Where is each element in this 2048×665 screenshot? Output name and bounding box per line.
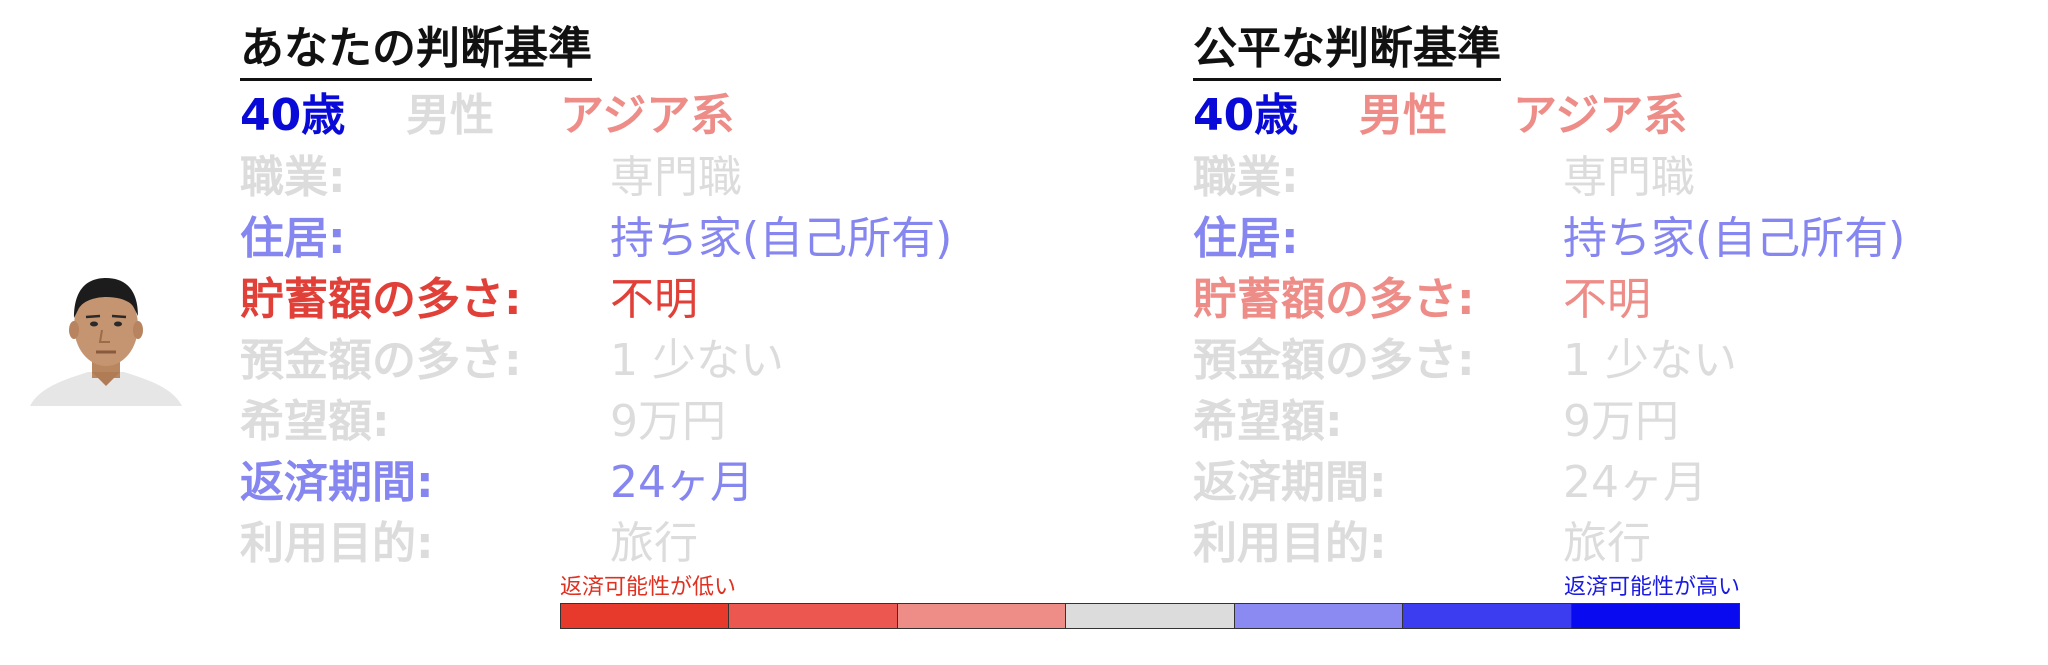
row-label: 住居:	[1193, 213, 1299, 264]
row-label: 返済期間:	[1193, 457, 1387, 508]
row-occupation: 職業: 専門職	[240, 147, 1140, 208]
panel-title: あなたの判断基準	[240, 20, 592, 81]
row-value: 旅行	[1563, 518, 1651, 569]
row-repayment-period: 返済期間: 24ヶ月	[1193, 452, 2048, 513]
person-portrait-icon	[30, 278, 182, 406]
scale-segment	[1403, 604, 1572, 628]
row-purpose: 利用目的: 旅行	[1193, 513, 2048, 574]
row-repayment-period: 返済期間: 24ヶ月	[240, 452, 1140, 513]
row-value: 1 少ない	[1563, 335, 1737, 386]
row-label: 返済期間:	[240, 457, 434, 508]
person-photo	[30, 268, 182, 406]
row-label: 住居:	[240, 213, 346, 264]
row-value: 専門職	[1563, 152, 1695, 203]
age-label: 40歳	[1193, 90, 1299, 141]
row-value: 不明	[610, 274, 698, 325]
row-value: 持ち家(自己所有)	[610, 213, 953, 264]
row-label: 利用目的:	[240, 518, 434, 569]
ethnicity-label: アジア系	[1513, 90, 1688, 141]
row-value: 9万円	[610, 396, 726, 447]
age-label: 40歳	[240, 90, 346, 141]
row-housing: 住居: 持ち家(自己所有)	[1193, 208, 2048, 269]
scale-segment	[1571, 604, 1739, 628]
color-scale-bar	[560, 603, 1740, 629]
row-label: 預金額の多さ:	[240, 335, 522, 386]
attribute-list: 職業: 専門職 住居: 持ち家(自己所有) 貯蓄額の多さ: 不明 預金額の多さ:…	[1193, 147, 2048, 574]
row-label: 貯蓄額の多さ:	[1193, 274, 1475, 325]
row-deposit: 預金額の多さ: 1 少ない	[240, 330, 1140, 391]
row-label: 職業:	[1193, 152, 1299, 203]
scale-segment	[1066, 604, 1235, 628]
low-likelihood-label: 返済可能性が低い	[560, 575, 737, 600]
row-label: 預金額の多さ:	[1193, 335, 1475, 386]
row-label: 職業:	[240, 152, 346, 203]
row-purpose: 利用目的: 旅行	[240, 513, 1140, 574]
scale-segment	[1234, 604, 1404, 628]
row-value: 1 少ない	[610, 335, 784, 386]
row-value: 24ヶ月	[610, 457, 754, 508]
right-panel: 公平な判断基準 40歳 男性 アジア系 職業: 専門職 住居: 持ち家(自己所有) …	[1193, 20, 2048, 574]
gender-label: 男性	[1359, 90, 1447, 141]
scale-segment	[897, 604, 1067, 628]
row-amount: 希望額: 9万円	[1193, 391, 2048, 452]
row-value: 旅行	[610, 518, 698, 569]
color-scale-legend: 返済可能性が低い 返済可能性が高い	[560, 575, 1740, 629]
scale-segment	[729, 604, 898, 628]
row-value: 24ヶ月	[1563, 457, 1707, 508]
gender-label: 男性	[406, 90, 494, 141]
demographics: 40歳 男性 アジア系	[1193, 85, 2048, 147]
left-panel: あなたの判断基準 40歳 男性 アジア系 職業: 専門職 住居: 持ち家(自己所有)…	[240, 20, 1140, 574]
row-value: 9万円	[1563, 396, 1679, 447]
row-deposit: 預金額の多さ: 1 少ない	[1193, 330, 2048, 391]
high-likelihood-label: 返済可能性が高い	[1563, 575, 1740, 600]
row-value: 持ち家(自己所有)	[1563, 213, 1906, 264]
row-savings: 貯蓄額の多さ: 不明	[1193, 269, 2048, 330]
demographics: 40歳 男性 アジア系	[240, 85, 1140, 147]
attribute-list: 職業: 専門職 住居: 持ち家(自己所有) 貯蓄額の多さ: 不明 預金額の多さ:…	[240, 147, 1140, 574]
row-amount: 希望額: 9万円	[240, 391, 1140, 452]
row-label: 希望額:	[1193, 396, 1343, 447]
row-value: 不明	[1563, 274, 1651, 325]
row-savings: 貯蓄額の多さ: 不明	[240, 269, 1140, 330]
row-label: 貯蓄額の多さ:	[240, 274, 522, 325]
row-housing: 住居: 持ち家(自己所有)	[240, 208, 1140, 269]
row-label: 希望額:	[240, 396, 390, 447]
panel-title: 公平な判断基準	[1193, 20, 1501, 81]
ethnicity-label: アジア系	[560, 90, 735, 141]
row-occupation: 職業: 専門職	[1193, 147, 2048, 208]
row-value: 専門職	[610, 152, 742, 203]
row-label: 利用目的:	[1193, 518, 1387, 569]
scale-segment	[561, 604, 730, 628]
